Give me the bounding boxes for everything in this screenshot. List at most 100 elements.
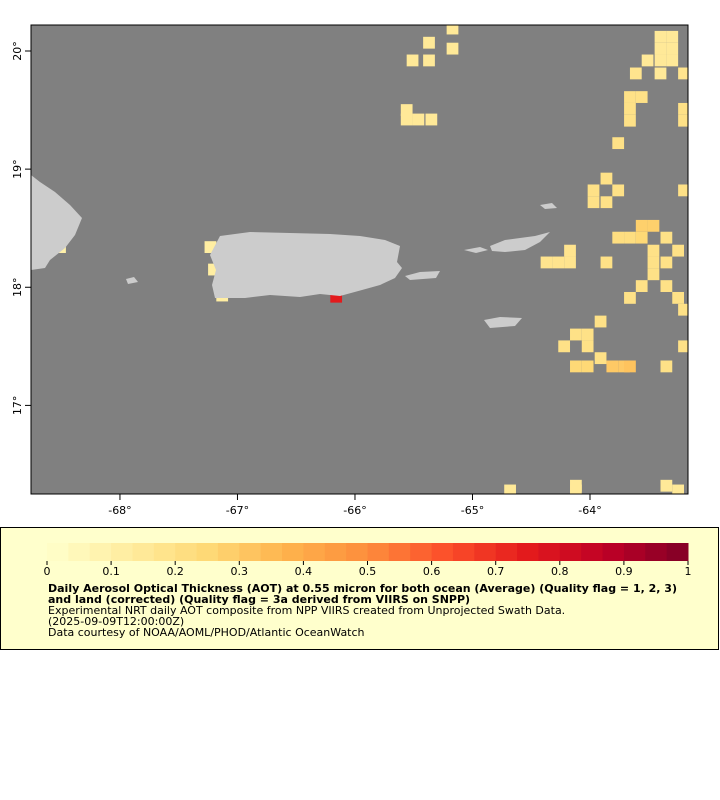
- aot-cell: [423, 54, 435, 67]
- aot-cell: [660, 479, 673, 492]
- aot-cell: [678, 184, 688, 197]
- colorbar-swatch: [346, 543, 368, 561]
- aot-cell: [600, 172, 613, 185]
- colorbar-swatch: [410, 543, 433, 561]
- aot-cell: [654, 42, 667, 55]
- aot-cell: [406, 54, 419, 67]
- y-tick-label: 17°: [11, 396, 24, 416]
- aot-cell: [581, 340, 594, 353]
- colorbar-swatch: [303, 543, 326, 561]
- aot-cell: [564, 244, 576, 257]
- colorbar-swatch: [68, 543, 91, 561]
- colorbar-tick-label: 0.4: [295, 565, 313, 578]
- colorbar-tick-label: 0.1: [102, 565, 120, 578]
- aot-cell: [624, 360, 636, 373]
- aot-cell: [624, 91, 636, 103]
- colorbar-swatch: [260, 543, 283, 561]
- colorbar-swatch: [89, 543, 112, 561]
- aot-cell: [678, 114, 688, 127]
- colorbar-swatch: [153, 543, 176, 561]
- aot-cell: [672, 291, 685, 304]
- colorbar-swatch: [239, 543, 262, 561]
- colorbar-swatch: [175, 543, 198, 561]
- aot-cell: [612, 137, 625, 150]
- colorbar-tick-label: 0.5: [359, 565, 377, 578]
- aot-cell: [552, 256, 565, 269]
- colorbar-swatch: [196, 543, 219, 561]
- colorbar-tick-label: 0.7: [487, 565, 505, 578]
- aot-cell: [624, 291, 636, 304]
- aot-cell: [678, 303, 688, 316]
- colorbar-swatch: [538, 543, 561, 561]
- aot-cell: [647, 256, 660, 269]
- aot-cell: [672, 244, 685, 257]
- aot-cell: [412, 113, 425, 126]
- aot-cell: [624, 114, 636, 127]
- aot-cell: [612, 231, 625, 244]
- colorbar-tick-label: 0: [44, 565, 51, 578]
- caption-title: Daily Aerosol Optical Thickness (AOT) at…: [48, 582, 677, 606]
- colorbar-swatch: [111, 543, 133, 561]
- colorbar-swatch: [623, 543, 646, 561]
- aot-cell: [647, 219, 660, 232]
- aot-cell: [641, 54, 654, 67]
- x-tick-label: -67°: [226, 504, 249, 517]
- aot-cell: [587, 196, 600, 209]
- aot-cell: [570, 328, 582, 341]
- aot-cell: [654, 30, 667, 43]
- colorbar-swatch: [452, 543, 475, 561]
- aot-cell: [208, 263, 220, 276]
- x-tick-label: -68°: [108, 504, 131, 517]
- anegada: [540, 203, 557, 209]
- aot-cell: [635, 91, 648, 103]
- aot-cell: [594, 352, 607, 365]
- aot-cell: [425, 113, 438, 126]
- caption-line: (2025-09-09T12:00:00Z): [48, 615, 185, 628]
- colorbar-swatch: [324, 543, 347, 561]
- colorbar-swatch: [217, 543, 240, 561]
- colorbar-swatch: [367, 543, 390, 561]
- aot-cell: [666, 30, 679, 43]
- x-tick-label: -64°: [578, 504, 601, 517]
- colorbar-swatch: [474, 543, 497, 561]
- caption: Daily Aerosol Optical Thickness (AOT) at…: [48, 583, 678, 638]
- colorbar-swatch: [47, 543, 69, 561]
- colorbar-tick-label: 0.9: [615, 565, 633, 578]
- aot-cell: [570, 360, 582, 373]
- aot-cell: [330, 290, 343, 303]
- aot-cell: [612, 184, 625, 197]
- aot-cell: [400, 113, 413, 126]
- colorbar-swatch: [645, 543, 668, 561]
- aot-cell: [647, 244, 660, 257]
- aot-cell: [660, 360, 673, 373]
- colorbar-swatch: [495, 543, 518, 561]
- aot-cell: [446, 42, 459, 55]
- colorbar-swatch: [282, 543, 304, 561]
- culebra: [464, 247, 488, 253]
- aot-cell: [570, 484, 582, 494]
- aot-cell: [635, 231, 648, 244]
- aot-cell: [678, 67, 688, 80]
- mona: [126, 277, 138, 284]
- aot-cell: [581, 360, 594, 373]
- map-frame: [30, 24, 689, 495]
- aot-cell: [204, 241, 217, 254]
- caption-line: Data courtesy of NOAA/AOML/PHOD/Atlantic…: [48, 626, 365, 639]
- hispaniola: [31, 175, 82, 270]
- caption-line: Experimental NRT daily AOT composite fro…: [48, 604, 566, 617]
- colorbar-swatch: [517, 543, 539, 561]
- colorbar-swatch: [581, 543, 604, 561]
- aot-cell: [629, 67, 642, 80]
- colorbar-swatch: [388, 543, 411, 561]
- aot-cell: [423, 36, 435, 49]
- aot-cell: [678, 102, 688, 115]
- colorbar-swatch: [132, 543, 155, 561]
- virgin-islands: [490, 232, 550, 252]
- y-tick-label: 18°: [11, 278, 24, 298]
- aot-cell: [672, 484, 685, 494]
- colorbar-tick-label: 0.6: [423, 565, 441, 578]
- colorbar-swatch: [431, 543, 454, 561]
- colorbar-swatch: [666, 543, 689, 561]
